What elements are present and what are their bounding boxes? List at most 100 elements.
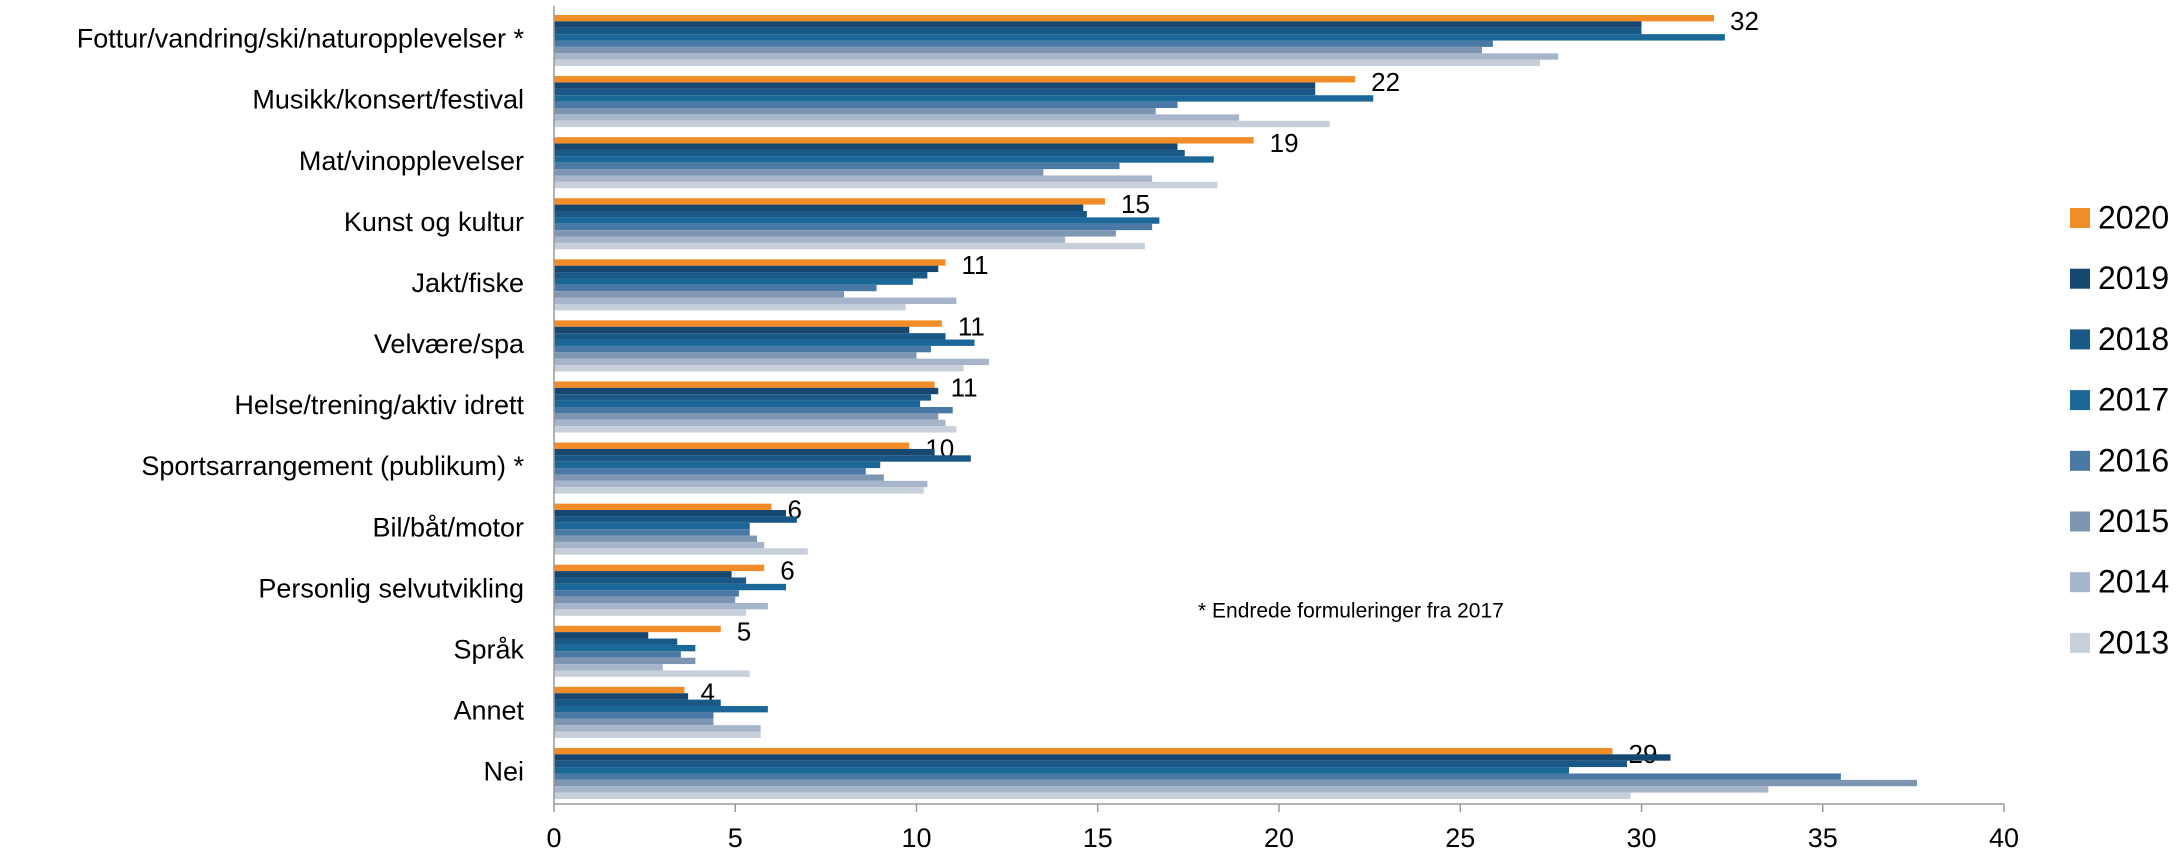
data-label: 19	[1270, 128, 1299, 158]
bar	[554, 278, 913, 285]
bar	[554, 786, 1769, 793]
bar	[554, 792, 1631, 799]
bar	[554, 426, 957, 433]
bar	[554, 358, 989, 366]
bar	[554, 664, 663, 671]
bar	[554, 181, 1218, 189]
y-tick-label: Språk	[453, 634, 524, 664]
bar	[554, 265, 939, 273]
bar	[554, 175, 1153, 182]
x-tick-label: 20	[1264, 823, 1294, 853]
bar	[554, 712, 714, 719]
bar	[554, 291, 844, 298]
bar	[554, 82, 1316, 89]
legend-swatch	[2070, 632, 2090, 653]
bar	[554, 137, 1254, 144]
y-tick-label: Jakt/fiske	[411, 268, 524, 298]
bar	[554, 754, 1671, 761]
legend-label: 2017	[2098, 382, 2169, 418]
bar	[554, 603, 768, 610]
bar	[554, 541, 765, 549]
bar	[554, 571, 732, 578]
data-label: 5	[737, 617, 751, 647]
bar	[554, 503, 772, 510]
bar	[554, 304, 906, 311]
bar	[554, 156, 1214, 163]
x-tick-label: 25	[1445, 823, 1475, 853]
y-tick-label: Kunst og kultur	[344, 207, 524, 237]
bar	[554, 590, 739, 597]
bar	[554, 59, 1540, 67]
bar	[554, 522, 750, 530]
bar	[554, 394, 931, 401]
legend-label: 2019	[2098, 260, 2169, 296]
bar	[554, 387, 939, 395]
bar	[554, 101, 1178, 108]
bar	[554, 169, 1044, 176]
bar	[554, 638, 678, 645]
bar	[554, 725, 761, 732]
bar	[554, 284, 877, 292]
legend-swatch	[2070, 268, 2090, 289]
bar	[554, 95, 1374, 102]
legend-swatch	[2070, 208, 2090, 228]
legend-swatch	[2070, 511, 2090, 532]
bar	[554, 510, 786, 517]
legend-swatch	[2070, 329, 2090, 350]
bar	[554, 204, 1084, 211]
bar	[554, 114, 1240, 121]
data-label: 11	[962, 250, 989, 280]
y-tick-label: Sportsarrangement (publikum) *	[141, 451, 524, 481]
x-tick-label: 0	[546, 823, 561, 853]
bar	[554, 632, 649, 639]
bar	[554, 644, 696, 652]
bar	[554, 718, 714, 726]
y-tick-label: Nei	[483, 757, 524, 787]
data-label: 29	[1629, 739, 1658, 769]
bar	[554, 516, 797, 523]
y-tick-label: Annet	[453, 696, 524, 726]
bar	[554, 480, 928, 488]
legend-label: 2013	[2098, 624, 2169, 660]
bar	[554, 162, 1120, 170]
bar	[554, 381, 935, 388]
x-tick-label: 5	[728, 823, 743, 853]
bar	[554, 609, 747, 616]
bar	[554, 651, 681, 658]
bar	[554, 670, 750, 677]
bar	[554, 217, 1160, 224]
bar	[554, 596, 736, 603]
bar	[554, 548, 808, 555]
bar	[554, 535, 757, 542]
bar	[554, 686, 685, 694]
data-label: 11	[958, 311, 985, 341]
bar	[554, 333, 946, 340]
bar	[554, 21, 1642, 28]
bar	[554, 15, 1714, 22]
bar	[554, 352, 917, 359]
bar	[554, 223, 1153, 231]
bar	[554, 760, 1627, 768]
bar	[554, 474, 884, 481]
bar	[554, 76, 1356, 83]
bar	[554, 577, 747, 584]
y-tick-label: Helse/trening/aktiv idrett	[234, 390, 524, 420]
bar	[554, 236, 1066, 243]
bar	[554, 27, 1642, 35]
bar	[554, 461, 881, 469]
bar	[554, 400, 921, 407]
bar	[554, 242, 1145, 250]
bar	[554, 326, 910, 334]
data-label: 15	[1121, 189, 1150, 219]
bar	[554, 40, 1493, 47]
data-label: 6	[780, 556, 794, 586]
bar	[554, 773, 1841, 780]
bar	[554, 448, 935, 456]
bar	[554, 487, 924, 494]
bar	[554, 419, 946, 427]
bar	[554, 625, 721, 633]
bar	[554, 779, 1917, 787]
bar	[554, 272, 928, 279]
bar	[554, 407, 953, 414]
bar	[554, 34, 1725, 41]
